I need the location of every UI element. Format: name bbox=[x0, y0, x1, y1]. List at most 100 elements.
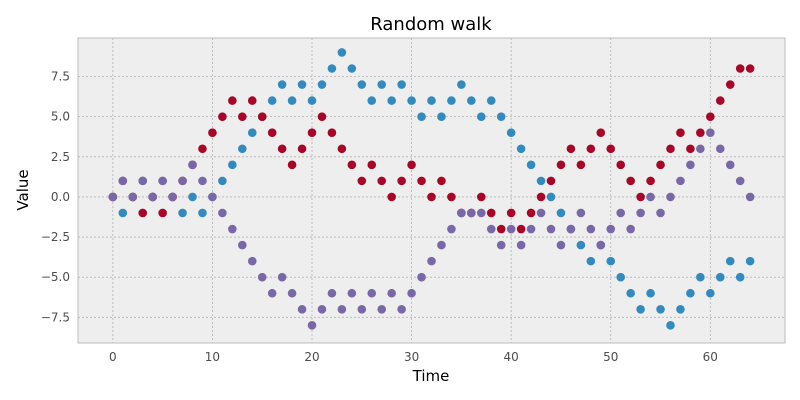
data-point bbox=[267, 128, 277, 138]
data-point bbox=[646, 288, 655, 298]
data-point bbox=[238, 144, 247, 154]
data-point bbox=[257, 112, 267, 121]
data-point bbox=[317, 112, 327, 121]
data-point bbox=[228, 160, 237, 170]
data-point bbox=[347, 160, 357, 170]
data-point bbox=[566, 224, 576, 234]
data-point bbox=[706, 128, 715, 138]
x-tick-label: 60 bbox=[703, 350, 718, 364]
data-point bbox=[696, 272, 705, 282]
data-point bbox=[317, 80, 327, 89]
data-point bbox=[676, 128, 685, 138]
data-point bbox=[188, 192, 197, 202]
data-point bbox=[526, 160, 536, 170]
data-point bbox=[447, 224, 456, 234]
data-point bbox=[586, 256, 596, 266]
y-tick-label: −2.5 bbox=[41, 230, 70, 244]
data-point bbox=[168, 192, 177, 202]
data-point bbox=[367, 96, 377, 105]
data-point bbox=[506, 224, 516, 234]
data-point bbox=[476, 192, 486, 202]
data-point bbox=[496, 240, 506, 250]
data-point bbox=[696, 144, 705, 154]
data-point bbox=[576, 240, 586, 250]
data-point bbox=[228, 224, 237, 234]
data-point bbox=[357, 304, 367, 314]
data-point bbox=[138, 208, 148, 218]
data-point bbox=[516, 224, 526, 234]
data-point bbox=[337, 304, 347, 314]
data-point bbox=[327, 288, 337, 298]
data-point bbox=[257, 272, 267, 282]
data-point bbox=[476, 112, 486, 121]
data-point bbox=[128, 192, 138, 202]
data-point bbox=[208, 128, 217, 138]
data-point bbox=[706, 288, 715, 298]
plot-area bbox=[78, 38, 785, 343]
data-point bbox=[138, 176, 148, 186]
data-point bbox=[267, 288, 277, 298]
y-axis-ticks: −7.5 −5.0 −2.5 0.0 2.5 5.0 7.5 bbox=[41, 70, 70, 325]
data-point bbox=[745, 256, 755, 266]
data-point bbox=[357, 80, 367, 89]
data-point bbox=[158, 176, 167, 186]
data-point bbox=[646, 192, 655, 202]
data-point bbox=[526, 208, 536, 218]
data-point bbox=[715, 144, 725, 154]
data-point bbox=[506, 208, 516, 218]
data-point bbox=[606, 256, 616, 266]
data-point bbox=[427, 192, 436, 202]
data-point bbox=[287, 160, 297, 170]
data-point bbox=[666, 192, 675, 202]
data-point bbox=[407, 288, 416, 298]
data-point bbox=[467, 96, 476, 105]
data-point bbox=[198, 208, 207, 218]
data-point bbox=[745, 64, 755, 73]
data-point bbox=[696, 128, 705, 138]
x-tick-label: 10 bbox=[205, 350, 220, 364]
data-point bbox=[118, 176, 128, 186]
data-point bbox=[247, 256, 257, 266]
data-point bbox=[267, 96, 277, 105]
data-point bbox=[397, 80, 406, 89]
data-point bbox=[108, 192, 118, 202]
data-point bbox=[297, 304, 307, 314]
data-point bbox=[417, 272, 426, 282]
data-point bbox=[347, 64, 357, 73]
data-point bbox=[476, 208, 486, 218]
data-point bbox=[437, 240, 446, 250]
data-point bbox=[327, 128, 337, 138]
data-point bbox=[437, 112, 446, 121]
data-point bbox=[616, 160, 625, 170]
data-point bbox=[367, 160, 377, 170]
data-point bbox=[606, 144, 616, 154]
data-point bbox=[357, 176, 367, 186]
data-point bbox=[626, 176, 635, 186]
data-point bbox=[198, 176, 207, 186]
data-point bbox=[725, 80, 735, 89]
data-point bbox=[437, 176, 446, 186]
data-point bbox=[636, 304, 645, 314]
data-point bbox=[636, 208, 645, 218]
data-point bbox=[407, 96, 416, 105]
data-point bbox=[735, 176, 745, 186]
y-tick-label: 5.0 bbox=[51, 110, 70, 124]
x-tick-label: 30 bbox=[404, 350, 419, 364]
data-point bbox=[666, 144, 675, 154]
data-point bbox=[556, 240, 566, 250]
data-point bbox=[616, 208, 625, 218]
data-point bbox=[427, 256, 436, 266]
data-point bbox=[208, 192, 217, 202]
data-point bbox=[377, 176, 387, 186]
data-point bbox=[656, 208, 665, 218]
data-point bbox=[546, 176, 556, 186]
data-point bbox=[715, 96, 725, 105]
data-point bbox=[447, 192, 456, 202]
data-point bbox=[706, 112, 715, 121]
data-point bbox=[676, 176, 685, 186]
data-point bbox=[277, 272, 287, 282]
data-point bbox=[686, 288, 695, 298]
data-point bbox=[277, 80, 287, 89]
data-point bbox=[576, 208, 586, 218]
